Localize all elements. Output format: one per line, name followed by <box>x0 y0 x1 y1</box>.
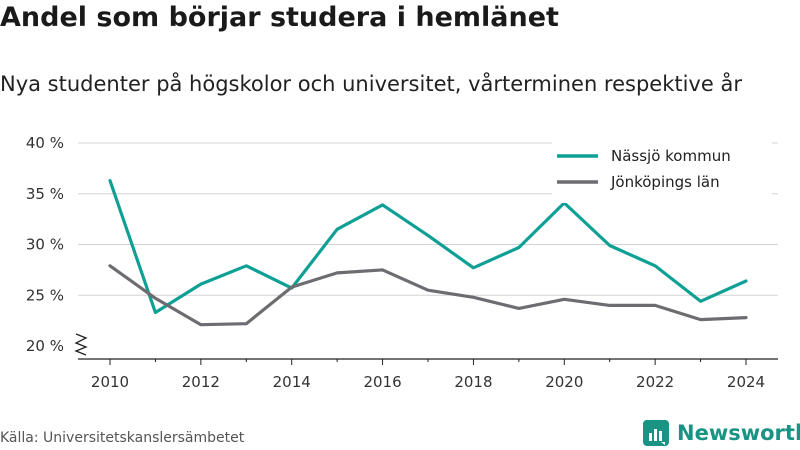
series-line <box>108 264 748 327</box>
y-tick-label: 40 % <box>26 134 64 152</box>
x-tick-label: 2012 <box>182 373 220 391</box>
chart-title: Andel som börjar studera i hemlänet <box>0 2 559 33</box>
x-tick-label: 2010 <box>91 373 129 391</box>
source-note: Källa: Universitetskanslersämbetet <box>0 430 245 446</box>
y-tick-label: 25 % <box>26 286 64 304</box>
chart-subtitle: Nya studenter på högskolor och universit… <box>0 72 742 96</box>
x-tick-label: 2024 <box>727 373 765 391</box>
legend-label: Jönköpings län <box>610 173 720 191</box>
y-tick-label: 35 % <box>26 185 64 203</box>
x-tick-label: 2018 <box>454 373 492 391</box>
x-axis: 2010 2012 2014 2016 2018 2020 2022 2024 <box>78 358 778 391</box>
x-tick-label: 2016 <box>363 373 401 391</box>
series-line <box>108 179 748 315</box>
line-chart: 20 %25 %30 %35 %40 % 2010 2012 2014 2016 201… <box>26 134 778 391</box>
y-axis-break-icon <box>74 333 88 356</box>
x-tick-label: 2020 <box>545 373 583 391</box>
newsworthy-logo: Newsworthy <box>643 420 800 446</box>
legend-label: Nässjö kommun <box>611 147 731 165</box>
brand-name: Newsworthy <box>677 421 800 445</box>
newsworthy-logo-icon <box>643 420 669 446</box>
x-tick-label: 2022 <box>636 373 674 391</box>
y-tick-labels: 20 % 25 % 30 % 35 % 40 % <box>26 134 64 355</box>
x-tick-label: 2014 <box>273 373 311 391</box>
legend: Nässjö kommun Jönköpings län <box>552 141 772 203</box>
legend-background <box>552 141 772 203</box>
series-lines <box>108 179 748 327</box>
y-tick-label: 20 % <box>26 337 64 355</box>
y-tick-label: 30 % <box>26 236 64 254</box>
